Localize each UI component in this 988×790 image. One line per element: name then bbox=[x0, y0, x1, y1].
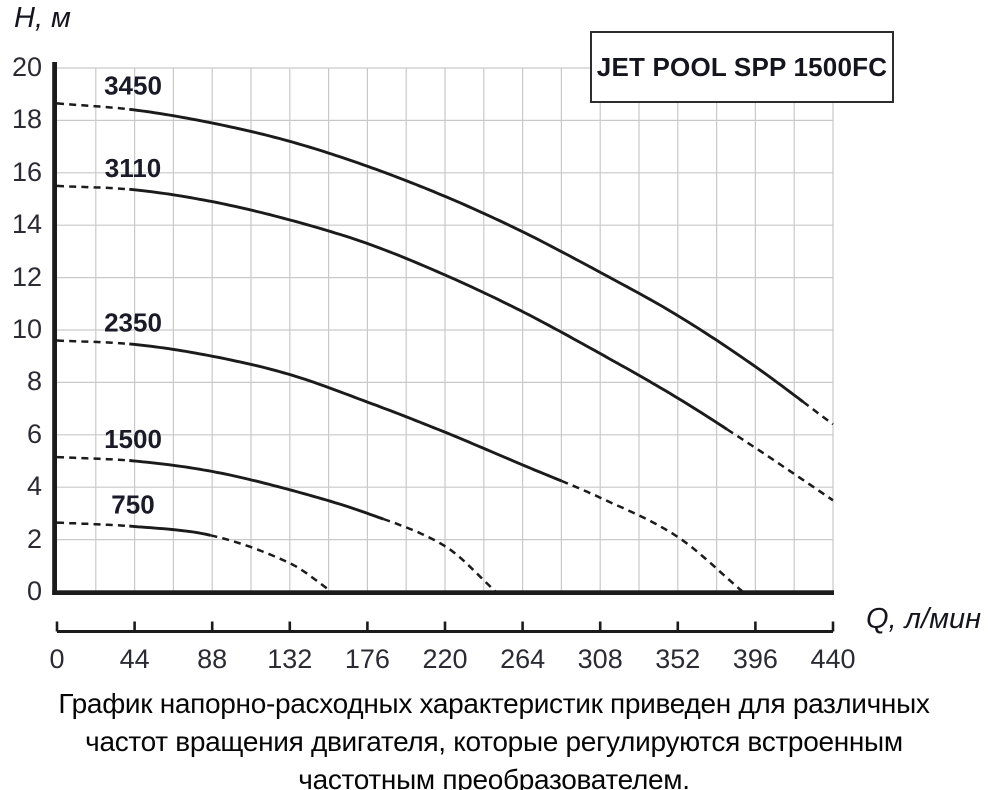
y-axis-line bbox=[52, 62, 57, 595]
y-tick-label-18: 18 bbox=[11, 104, 42, 135]
x-tick-label-440: 440 bbox=[810, 644, 856, 674]
caption-line-1: График напорно-расходных характеристик п… bbox=[58, 688, 930, 719]
y-tick-label-20: 20 bbox=[11, 51, 42, 82]
y-axis-label: H, м bbox=[14, 2, 71, 34]
curve-1500-dashed bbox=[382, 517, 497, 593]
curve-label-3450: 3450 bbox=[104, 70, 162, 100]
curve-label-750: 750 bbox=[111, 490, 154, 520]
x-tick-label-352: 352 bbox=[655, 644, 701, 674]
y-tick-label-4: 4 bbox=[26, 471, 42, 502]
y-tick-label-6: 6 bbox=[26, 418, 42, 449]
curve-1500-dashed bbox=[56, 455, 130, 462]
curve-3450-dashed bbox=[802, 400, 834, 426]
curve-label-1500: 1500 bbox=[104, 424, 162, 454]
curve-3110-solid bbox=[129, 187, 728, 431]
x-tick-label-0: 0 bbox=[49, 644, 65, 674]
curve-3110-dashed bbox=[726, 428, 834, 502]
curve-750-dashed bbox=[210, 534, 333, 594]
x-tick-label-308: 308 bbox=[577, 644, 623, 674]
y-tick-label-16: 16 bbox=[11, 156, 42, 187]
curve-3450-dashed bbox=[56, 102, 130, 111]
x-tick-label-176: 176 bbox=[344, 644, 390, 674]
y-tick-label-10: 10 bbox=[11, 313, 42, 344]
y-tick-label-8: 8 bbox=[26, 366, 42, 397]
y-tick-label-14: 14 bbox=[11, 209, 42, 240]
x-tick-label-264: 264 bbox=[500, 644, 546, 674]
x-tick-label-132: 132 bbox=[267, 644, 313, 674]
y-tick-label-2: 2 bbox=[26, 523, 42, 554]
curve-1500-solid bbox=[129, 459, 384, 521]
x-tick-label-44: 44 bbox=[119, 644, 150, 674]
x-axis-label: Q, л/мин bbox=[866, 603, 982, 635]
x-tick-label-220: 220 bbox=[422, 644, 468, 674]
curve-label-3110: 3110 bbox=[105, 153, 161, 183]
curve-label-2350: 2350 bbox=[104, 308, 162, 338]
curve-3110-dashed bbox=[56, 184, 130, 191]
curve-2350-dashed bbox=[560, 479, 744, 593]
x-tick-label-396: 396 bbox=[732, 644, 778, 674]
caption-line-2: частот вращения двигателя, которые регул… bbox=[85, 726, 903, 757]
curve-750-dashed bbox=[56, 521, 130, 528]
model-title: JET POOL SPP 1500FC bbox=[596, 51, 888, 82]
y-tick-label-0: 0 bbox=[26, 575, 42, 606]
y-tick-label-12: 12 bbox=[11, 261, 42, 292]
curve-3450-solid bbox=[129, 107, 804, 403]
x-axis-line bbox=[52, 590, 834, 595]
x-tick-label-88: 88 bbox=[197, 644, 228, 674]
model-title-box: JET POOL SPP 1500FC bbox=[590, 31, 894, 103]
caption-line-3: частотным преобразователем. bbox=[298, 764, 690, 790]
curve-2350-solid bbox=[129, 342, 562, 483]
curve-2350-dashed bbox=[56, 339, 130, 346]
curve-750-solid bbox=[129, 524, 211, 537]
caption: График напорно-расходных характеристик п… bbox=[0, 685, 988, 790]
